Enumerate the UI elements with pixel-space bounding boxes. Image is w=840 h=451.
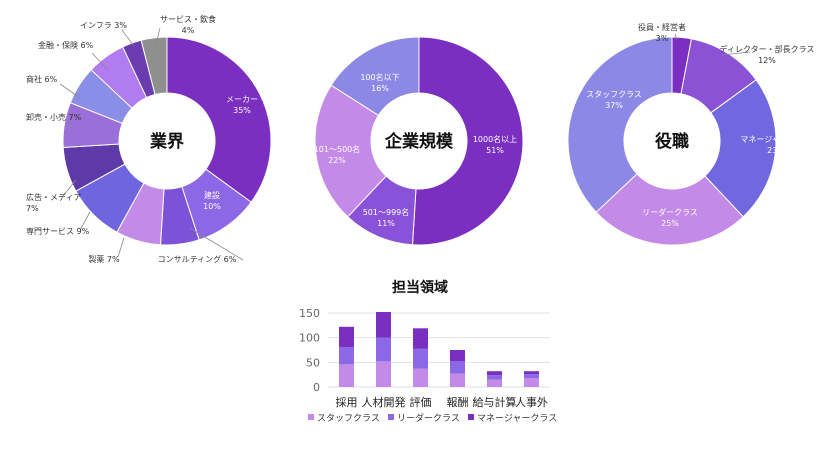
- slice-label: 100名以下: [360, 72, 399, 82]
- bar-segment: [487, 375, 502, 380]
- legend-entry: スタッフクラス: [317, 413, 380, 424]
- bar-segment: [376, 361, 391, 387]
- legend-swatch: [308, 414, 314, 420]
- slice-value: 11%: [377, 219, 395, 228]
- legend-swatch: [388, 414, 394, 420]
- slice-label: 広告・メディア: [26, 192, 81, 202]
- bar-chart-title: 担当領域: [392, 279, 448, 296]
- company-size-donut-chart: 企業規模 1000名以上 51% 501～999名 11% 101～500名 22% 100名…: [314, 36, 524, 246]
- slice-value: 10%: [203, 202, 221, 211]
- slice-value: 23%: [767, 146, 785, 155]
- position-donut-chart: 役職 役員・経営者 3% ディレクター・部長クラス 12% マネージャークラス 23% リーダ…: [567, 22, 815, 246]
- leader-line: [721, 51, 751, 56]
- x-category-label: 給与計算: [473, 395, 517, 409]
- slice-label-with-value: インフラ 3%: [80, 21, 127, 30]
- slice-label-with-value: 金融・保険 6%: [38, 40, 94, 50]
- slice-value: 3%: [656, 34, 669, 43]
- bar-segment: [339, 347, 354, 365]
- leader-line: [61, 179, 77, 198]
- slice-label: 501～999名: [363, 207, 410, 217]
- bar-segment: [524, 371, 539, 375]
- leader-line: [117, 237, 125, 258]
- slice-value: 4%: [182, 26, 195, 35]
- slice-label: マネージャークラス: [740, 135, 811, 144]
- leader-line: [65, 121, 71, 129]
- slice-label: 建設: [204, 190, 220, 200]
- bar-segment: [376, 312, 391, 338]
- leader-line: [674, 33, 678, 41]
- slice-label: 役員・経営者: [638, 22, 686, 32]
- slice-label: 101～500名: [314, 144, 361, 154]
- leader-line: [91, 52, 109, 71]
- x-category-label: 採用: [336, 395, 358, 409]
- donut-slice: [166, 36, 272, 203]
- slice-label: ディレクター・部長クラス: [720, 44, 815, 54]
- slice-label-with-value: 商社 6%: [26, 74, 58, 84]
- bar-segment: [487, 371, 502, 376]
- bar-segment: [339, 364, 354, 387]
- bar-segment: [524, 374, 539, 379]
- donut-slice: [140, 36, 168, 96]
- slice-label-with-value: 卸売・小売 7%: [26, 112, 82, 122]
- slice-value: 35%: [233, 106, 251, 115]
- bar-segment: [413, 328, 428, 349]
- slice-value: 22%: [328, 156, 346, 165]
- bar-segment: [339, 326, 354, 348]
- bar-segment: [413, 368, 428, 387]
- donut-center-label: 役職: [655, 131, 689, 152]
- slice-value: 25%: [661, 219, 679, 228]
- bar-segment: [376, 337, 391, 362]
- slice-value: 7%: [26, 204, 39, 213]
- donut-slice: [330, 36, 420, 116]
- slice-label: 1000名以上: [473, 134, 517, 144]
- slice-value: 16%: [371, 84, 389, 93]
- bar-segment: [450, 373, 465, 387]
- legend-entry: マネージャークラス: [477, 413, 557, 424]
- bar-segment: [487, 379, 502, 387]
- industry-donut-chart: 業界 メーカー 35% 建設 10% コンサルティング 6% 製薬 7% 専門サービス 9% 広…: [26, 14, 272, 264]
- bar-segment: [524, 378, 539, 387]
- donut-slice: [314, 84, 387, 218]
- leader-line: [59, 83, 81, 99]
- slice-label: スタッフクラス: [586, 90, 642, 99]
- slice-value: 37%: [605, 101, 623, 110]
- slice-label: サービス・飲食: [160, 14, 216, 24]
- donut-slice: [411, 36, 524, 246]
- legend-entry: リーダークラス: [397, 412, 460, 424]
- donut-center-label: 業界: [150, 131, 184, 152]
- bar-segment: [450, 350, 465, 362]
- donut-slice: [567, 36, 673, 213]
- x-category-label: 人事外: [515, 396, 548, 409]
- slice-label-with-value: コンサルティング 6%: [158, 254, 237, 264]
- leader-line: [121, 29, 135, 47]
- leader-line: [154, 27, 161, 49]
- legend-swatch: [468, 414, 474, 420]
- slice-value: 51%: [486, 146, 504, 155]
- donut-center-label: 企業規模: [384, 131, 454, 152]
- slice-label-with-value: 製薬 7%: [88, 254, 120, 264]
- slice-label: メーカー: [226, 95, 258, 104]
- x-category-label: 人材開発: [362, 395, 406, 409]
- donut-slice: [704, 79, 777, 218]
- slice-value: 12%: [758, 56, 776, 65]
- y-tick-label: 100: [299, 332, 320, 345]
- bar-segment: [413, 348, 428, 369]
- bar-segment: [450, 361, 465, 374]
- x-category-label: 評価: [410, 395, 432, 409]
- slice-label-with-value: 専門サービス 9%: [26, 226, 90, 236]
- y-tick-label: 0: [313, 381, 320, 394]
- leader-line: [79, 211, 91, 231]
- slice-label: リーダークラス: [642, 207, 698, 217]
- donut-slice: [595, 173, 744, 246]
- x-category-label: 報酬: [447, 396, 469, 409]
- y-tick-label: 150: [299, 307, 320, 320]
- y-tick-label: 50: [306, 356, 320, 369]
- leader-line: [189, 227, 244, 261]
